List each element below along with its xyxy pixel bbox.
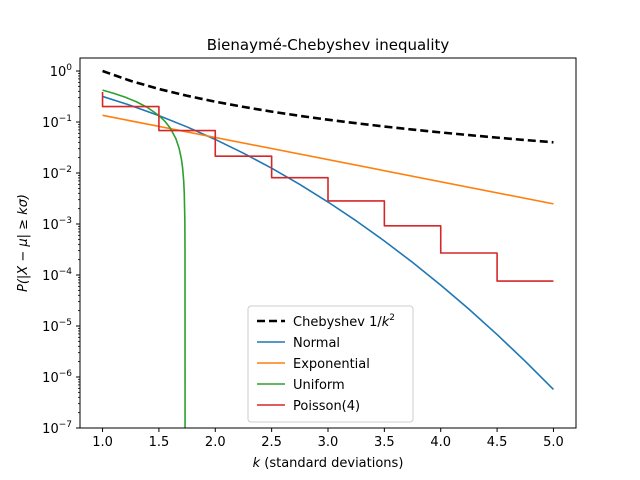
series-line-normal — [102, 95, 555, 391]
x-tick-label: 2.5 — [261, 435, 282, 450]
y-tick-label: 10−1 — [42, 114, 72, 131]
x-tick-label: 4.5 — [487, 435, 508, 450]
x-tick-label: 2.0 — [205, 435, 226, 450]
legend-box — [247, 305, 414, 423]
legend-label: Exponential — [293, 357, 370, 372]
x-axis-label: k (standard deviations) — [253, 456, 404, 471]
x-tick-label: 5.0 — [543, 435, 564, 450]
legend: Chebyshev 1/k2 Normal Exponential Uniform Po… — [247, 305, 414, 423]
series-line-chebyshev-1-k — [102, 69, 554, 144]
x-tick-label: 1.0 — [92, 435, 113, 450]
y-tick-label: 10−4 — [42, 267, 72, 284]
y-tick-label: 10−7 — [42, 420, 72, 437]
legend-label: Chebyshev 1/k2 — [293, 313, 395, 330]
x-axis-label-italic: k — [253, 456, 261, 471]
x-tick-label: 3.0 — [318, 435, 339, 450]
legend-label: Normal — [293, 336, 340, 351]
y-tick-label: 10−3 — [42, 216, 72, 233]
x-tick-label: 1.5 — [149, 435, 170, 450]
series-line-uniform — [102, 89, 186, 428]
legend-label: Uniform — [293, 378, 345, 393]
y-tick-label: 10−6 — [42, 369, 72, 386]
y-axis-label: P(|X − μ| ≥ kσ) — [16, 194, 31, 292]
x-tick-label: 3.5 — [374, 435, 395, 450]
y-axis: 10−7 10−6 10−5 10−4 10−3 10−2 10−1 100 — [42, 63, 80, 437]
series-line-poisson-4 — [101, 91, 554, 282]
y-tick-label: 100 — [50, 63, 73, 80]
chart-title: Bienaymé-Chebyshev inequality — [207, 36, 450, 54]
legend-label: Poisson(4) — [293, 399, 360, 414]
y-tick-label: 10−5 — [42, 318, 72, 335]
series-group — [101, 69, 555, 428]
x-axis-label-text: (standard deviations) — [260, 456, 403, 471]
x-axis: 1.0 1.5 2.0 2.5 3.0 3.5 4.0 4.5 5.0 — [92, 428, 564, 450]
x-tick-label: 4.0 — [430, 435, 451, 450]
y-tick-label: 10−2 — [42, 165, 72, 182]
